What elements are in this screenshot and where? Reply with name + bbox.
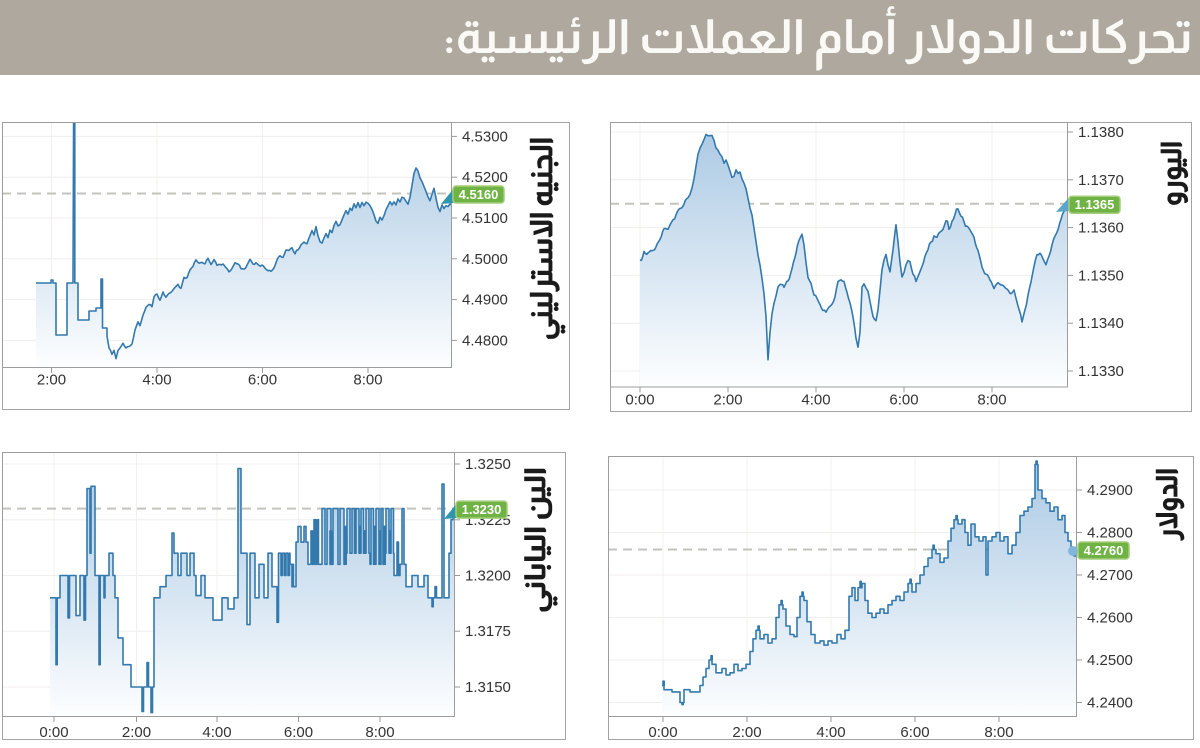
svg-text:6:00: 6:00	[889, 392, 918, 409]
svg-text:0:00: 0:00	[39, 724, 68, 740]
svg-text:1.1360: 1.1360	[1078, 220, 1124, 237]
svg-text:4.2600: 4.2600	[1087, 610, 1133, 627]
svg-text:4.2500: 4.2500	[1087, 652, 1133, 669]
svg-text:1.3250: 1.3250	[465, 456, 511, 473]
svg-text:8:00: 8:00	[977, 392, 1006, 409]
svg-text:4.2800: 4.2800	[1087, 525, 1133, 542]
svg-text:4.5000: 4.5000	[462, 251, 508, 268]
svg-text:6:00: 6:00	[248, 372, 277, 389]
svg-text:2:00: 2:00	[37, 372, 66, 389]
svg-text:1.1340: 1.1340	[1078, 315, 1124, 332]
svg-text:2:00: 2:00	[713, 392, 742, 409]
svg-text:4:00: 4:00	[816, 724, 845, 740]
svg-text:0:00: 0:00	[625, 392, 654, 409]
svg-text:2:00: 2:00	[122, 724, 151, 740]
svg-text:1.1330: 1.1330	[1078, 363, 1124, 380]
svg-text:4.2900: 4.2900	[1087, 482, 1133, 499]
svg-text:0:00: 0:00	[648, 724, 677, 740]
svg-text:8:00: 8:00	[365, 724, 394, 740]
svg-text:1.1350: 1.1350	[1078, 267, 1124, 284]
svg-text:4.4900: 4.4900	[462, 292, 508, 309]
svg-text:4.2400: 4.2400	[1087, 695, 1133, 712]
svg-text:1.3175: 1.3175	[465, 623, 511, 640]
svg-text:2:00: 2:00	[732, 724, 761, 740]
svg-text:4.5300: 4.5300	[462, 128, 508, 145]
svg-text:4.4800: 4.4800	[462, 332, 508, 349]
svg-text:1.1365: 1.1365	[1075, 197, 1115, 212]
svg-text:4:00: 4:00	[801, 392, 830, 409]
svg-text:4.5100: 4.5100	[462, 210, 508, 227]
svg-text:4.5200: 4.5200	[462, 169, 508, 186]
svg-text:4.2760: 4.2760	[1084, 543, 1124, 558]
svg-text:1.1380: 1.1380	[1078, 124, 1124, 141]
svg-text:4.5160: 4.5160	[459, 187, 499, 202]
svg-text:1.3230: 1.3230	[462, 502, 502, 517]
svg-text:8:00: 8:00	[353, 372, 382, 389]
svg-text:6:00: 6:00	[284, 724, 313, 740]
svg-text:4.2700: 4.2700	[1087, 567, 1133, 584]
svg-text:1.3150: 1.3150	[465, 679, 511, 696]
svg-text:4:00: 4:00	[202, 724, 231, 740]
svg-text:1.1370: 1.1370	[1078, 172, 1124, 189]
svg-text:6:00: 6:00	[900, 724, 929, 740]
svg-text:8:00: 8:00	[984, 724, 1013, 740]
svg-text:1.3200: 1.3200	[465, 568, 511, 585]
svg-text:4:00: 4:00	[142, 372, 171, 389]
